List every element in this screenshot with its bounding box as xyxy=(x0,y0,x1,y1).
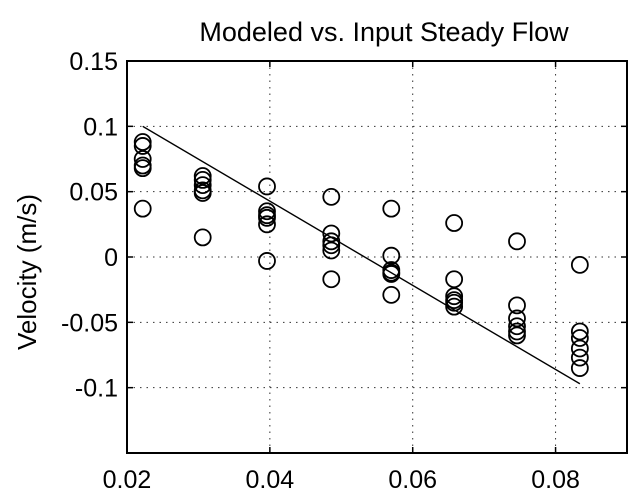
grid-lines xyxy=(127,61,627,453)
data-point xyxy=(382,246,401,265)
data-point xyxy=(258,215,276,234)
data-point xyxy=(322,241,341,260)
data-point xyxy=(322,236,341,255)
data-point xyxy=(445,297,464,316)
data-point xyxy=(508,317,526,336)
data-point xyxy=(193,228,212,247)
data-point xyxy=(193,171,212,189)
data-point xyxy=(322,270,341,289)
data-point xyxy=(570,339,589,358)
data-point xyxy=(508,296,526,315)
data-point xyxy=(445,287,464,306)
data-point xyxy=(258,202,276,221)
y-tick-label: 0.1 xyxy=(83,113,118,141)
data-point xyxy=(133,159,152,178)
data-point xyxy=(193,167,212,185)
data-point xyxy=(258,208,276,227)
data-point xyxy=(570,329,589,347)
data-point xyxy=(258,252,276,270)
data-point xyxy=(508,232,526,251)
data-point xyxy=(133,137,152,155)
x-tick-label: 0.06 xyxy=(388,466,437,494)
data-points xyxy=(133,133,589,377)
plot-frame xyxy=(126,60,628,454)
data-point xyxy=(570,322,589,341)
data-point xyxy=(193,184,212,202)
tick-labels: 0.02 0.04 0.06 0.08 -0.1 -0.05 0 0.05 0.1 0.15 xyxy=(61,48,580,494)
y-tick-label: 0.05 xyxy=(69,179,118,207)
data-point xyxy=(445,293,464,312)
axis-ticks xyxy=(126,60,627,453)
model-fit-line xyxy=(142,125,581,385)
y-tick-label: 0 xyxy=(104,244,118,272)
y-tick-label: 0.15 xyxy=(69,48,118,76)
data-point xyxy=(445,270,464,289)
data-point xyxy=(382,265,401,283)
data-point xyxy=(570,255,589,274)
data-point xyxy=(322,224,341,243)
data-point xyxy=(508,326,526,345)
data-point xyxy=(570,348,589,367)
data-point xyxy=(508,309,526,328)
data-point xyxy=(133,133,152,151)
data-point xyxy=(508,322,526,341)
data-point xyxy=(445,214,464,232)
x-tick-label: 0.02 xyxy=(103,466,152,494)
data-point xyxy=(133,150,152,168)
fit-line-layer xyxy=(142,125,581,385)
y-axis-label: Velocity (m/s) xyxy=(12,194,42,350)
data-point xyxy=(258,177,276,196)
data-point xyxy=(382,199,401,218)
x-tick-label: 0.08 xyxy=(531,466,580,494)
x-tick-label: 0.04 xyxy=(246,466,295,494)
data-point xyxy=(570,359,589,377)
data-point xyxy=(133,199,152,218)
y-tick-label: -0.1 xyxy=(75,375,118,403)
data-point xyxy=(193,176,212,195)
data-point xyxy=(382,285,401,304)
chart-title: Modeled vs. Input Steady Flow xyxy=(199,17,569,47)
y-tick-label: -0.05 xyxy=(61,309,118,337)
data-point xyxy=(322,187,341,206)
data-point xyxy=(322,232,341,251)
